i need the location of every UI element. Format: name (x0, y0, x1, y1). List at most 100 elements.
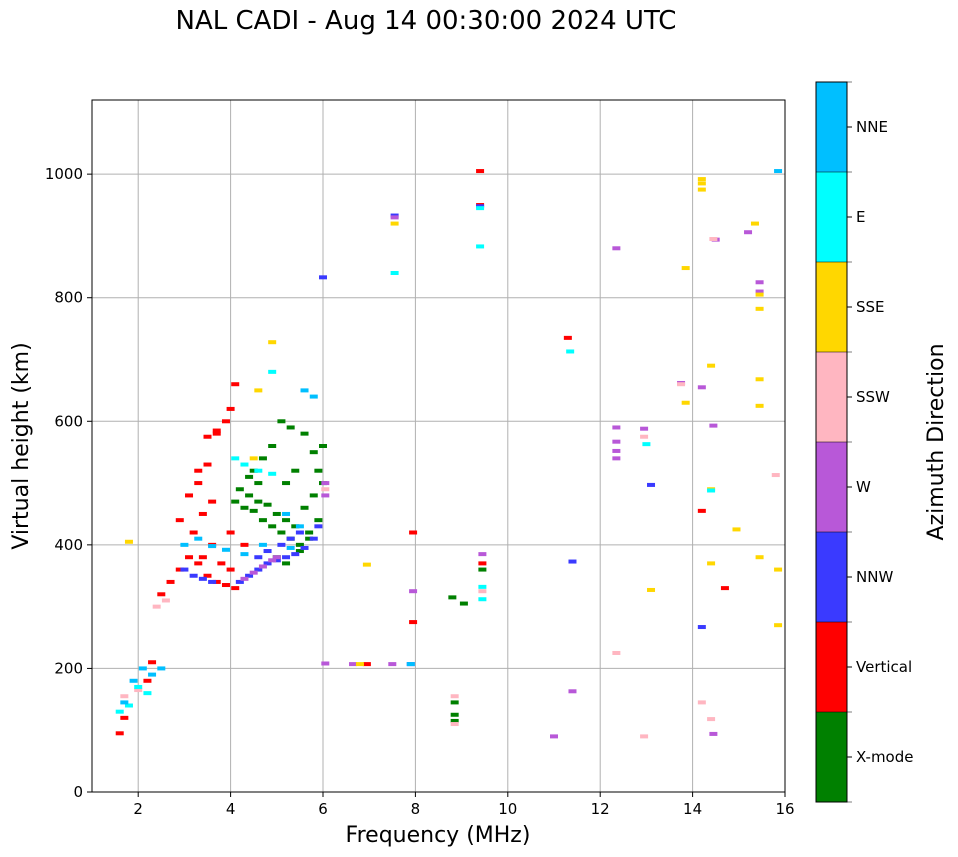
data-point (300, 545, 309, 550)
data-point (148, 660, 157, 665)
data-point (235, 487, 244, 492)
data-point (282, 518, 291, 523)
data-point (157, 666, 166, 671)
data-point (198, 555, 207, 560)
data-point (212, 579, 221, 584)
data-point (612, 650, 621, 655)
data-point (194, 536, 203, 541)
data-point (612, 246, 621, 251)
data-point (226, 567, 235, 572)
series-nnw (180, 204, 706, 667)
data-point (203, 434, 212, 439)
series-ssw (120, 237, 780, 739)
data-point (349, 662, 358, 667)
data-point (286, 425, 295, 430)
data-point (221, 583, 230, 588)
data-point (450, 712, 459, 717)
data-point (120, 700, 129, 705)
data-point (319, 444, 327, 448)
data-point (459, 601, 468, 606)
data-point (448, 595, 457, 600)
data-point (268, 444, 277, 448)
data-point (568, 559, 577, 564)
data-point (240, 505, 249, 510)
data-point (697, 700, 706, 705)
data-point (226, 406, 235, 411)
data-point (478, 584, 487, 589)
data-point (180, 542, 189, 547)
data-point (291, 524, 300, 529)
chart-title: NAL CADI - Aug 14 00:30:00 2024 UTC (175, 6, 677, 36)
data-point (138, 666, 147, 671)
data-point (707, 717, 716, 722)
data-point (771, 473, 780, 478)
data-point (249, 570, 258, 575)
data-point (277, 530, 286, 535)
x-tick-label: 14 (683, 800, 702, 818)
data-point (194, 561, 203, 566)
x-tick-label: 10 (498, 800, 517, 818)
data-point (194, 468, 203, 473)
data-point (221, 547, 230, 552)
y-tick-label: 800 (54, 289, 83, 307)
data-point (268, 471, 277, 476)
data-point (295, 542, 304, 547)
data-point (268, 369, 277, 374)
data-point (697, 181, 706, 186)
data-point (249, 468, 258, 473)
data-point (254, 567, 263, 572)
data-point (268, 340, 277, 345)
data-point (305, 536, 314, 541)
data-point (697, 177, 706, 182)
data-point (268, 524, 277, 529)
data-point (208, 579, 217, 584)
colorbar: X-mode Vertical NNW W SSW SSE E NNE (815, 81, 913, 803)
colorbar-tick-label: SSW (856, 388, 890, 406)
data-point (254, 555, 263, 560)
data-point (277, 542, 286, 547)
data-point (272, 555, 281, 560)
data-point (300, 431, 309, 436)
data-point (282, 511, 291, 516)
series-w (240, 215, 764, 739)
colorbar-segment (816, 442, 847, 532)
data-point (697, 625, 706, 630)
data-point (240, 576, 249, 581)
y-tick-label: 400 (54, 536, 83, 554)
data-point (697, 508, 706, 513)
data-point (124, 539, 133, 544)
data-point (240, 542, 249, 547)
colorbar-segment (816, 172, 847, 262)
data-point (258, 456, 267, 461)
data-point (235, 579, 244, 584)
data-point (774, 567, 783, 572)
data-point (120, 694, 129, 699)
data-point (148, 672, 157, 677)
data-point (295, 524, 304, 529)
colorbar-tick-label: NNW (856, 568, 893, 586)
data-point (231, 499, 240, 504)
y-tick-label: 1000 (45, 165, 83, 183)
data-point (707, 363, 716, 368)
data-point (309, 493, 318, 498)
data-point (180, 567, 189, 572)
data-point (254, 468, 263, 473)
colorbar-tick-label: E (856, 208, 865, 226)
data-point (362, 662, 371, 667)
data-point (166, 579, 175, 584)
data-point (277, 419, 286, 424)
data-point (709, 237, 718, 242)
data-point (203, 462, 212, 467)
data-point (263, 549, 272, 554)
x-tick-label: 16 (775, 800, 794, 818)
data-point (208, 544, 217, 549)
data-point (208, 499, 217, 504)
data-point (314, 518, 323, 523)
series-vertical (115, 169, 729, 736)
data-point (774, 623, 783, 628)
x-axis-label: Frequency (MHz) (346, 823, 531, 848)
data-point (217, 561, 226, 566)
data-point (321, 493, 330, 498)
data-point (129, 678, 138, 683)
data-point (390, 221, 399, 226)
